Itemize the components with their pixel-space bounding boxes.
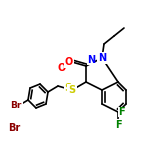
Text: S: S xyxy=(64,83,72,93)
Text: N: N xyxy=(87,55,95,65)
Text: S: S xyxy=(68,85,76,95)
Text: O: O xyxy=(58,63,66,73)
Text: F: F xyxy=(115,120,121,130)
Text: O: O xyxy=(65,57,73,67)
Text: N: N xyxy=(98,53,106,63)
Text: Br: Br xyxy=(10,102,22,111)
Text: F: F xyxy=(118,107,124,117)
Text: Br: Br xyxy=(8,123,20,133)
